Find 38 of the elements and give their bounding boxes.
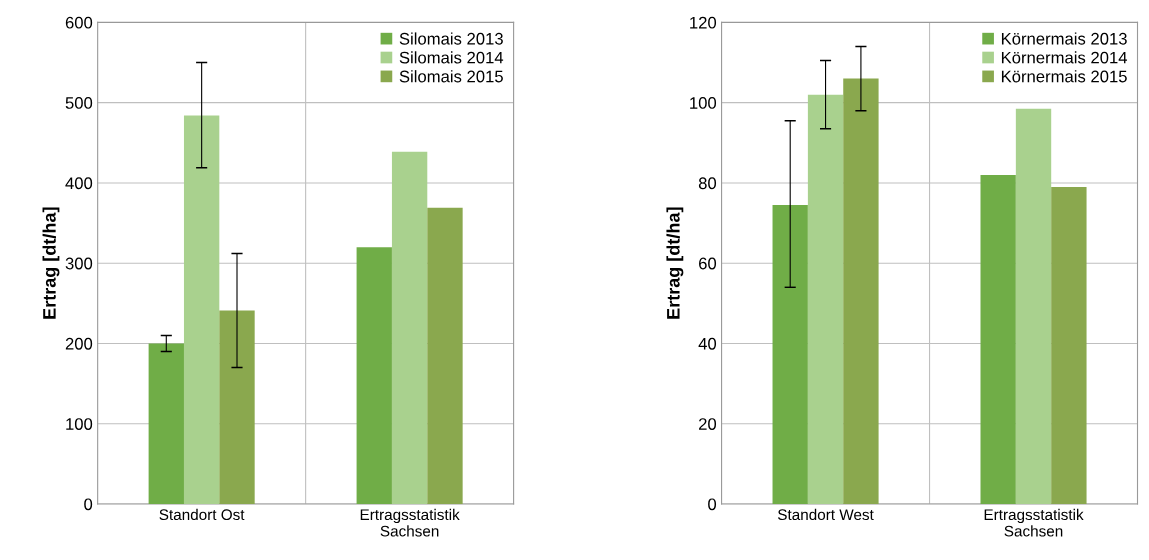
y-tick-label: 80 (698, 177, 717, 190)
bar (807, 94, 844, 504)
legend-label: Silomais 2015 (399, 70, 503, 83)
bar (427, 207, 463, 504)
x-tick-label: Standort West (777, 508, 874, 521)
bar (772, 205, 808, 504)
bar (356, 247, 392, 504)
y-tick-label: 40 (698, 337, 717, 350)
bar (391, 151, 428, 504)
legend-label: Körnermais 2013 (1001, 32, 1127, 45)
bar (980, 174, 1016, 504)
y-tick-label: 60 (699, 257, 717, 270)
y-tick-label: 400 (65, 177, 93, 190)
y-tick-label: 120 (690, 16, 717, 29)
bar (1051, 186, 1087, 504)
legend-label: Silomais 2014 (399, 51, 504, 64)
legend-label: Silomais 2013 (399, 32, 503, 45)
y-tick-label: 200 (65, 337, 93, 350)
legend-label: Körnermais 2014 (1001, 51, 1128, 64)
y-tick-label: 500 (65, 97, 93, 109)
y-tick-label: 0 (84, 498, 93, 511)
y-tick-label: 600 (65, 16, 93, 29)
y-axis-title: Ertrag [dt/ha] (42, 207, 60, 319)
x-tick-label: Standort Ost (159, 508, 245, 521)
bar (219, 310, 255, 504)
bar (183, 115, 220, 504)
y-tick-label: 100 (690, 97, 717, 109)
y-axis-title: Ertrag [dt/ha] (666, 207, 684, 319)
x-tick-label: Ertragsstatistik Sachsen (360, 508, 460, 537)
y-tick-label: 20 (699, 418, 717, 430)
y-tick-label: 100 (66, 418, 93, 430)
x-tick-label: Ertragsstatistik Sachsen (984, 508, 1084, 537)
bar (148, 343, 184, 504)
y-tick-label: 300 (65, 257, 93, 270)
bar (843, 78, 879, 504)
y-tick-label: 0 (708, 498, 717, 511)
legend-label: Körnermais 2015 (1001, 70, 1127, 83)
bar (1015, 108, 1052, 504)
